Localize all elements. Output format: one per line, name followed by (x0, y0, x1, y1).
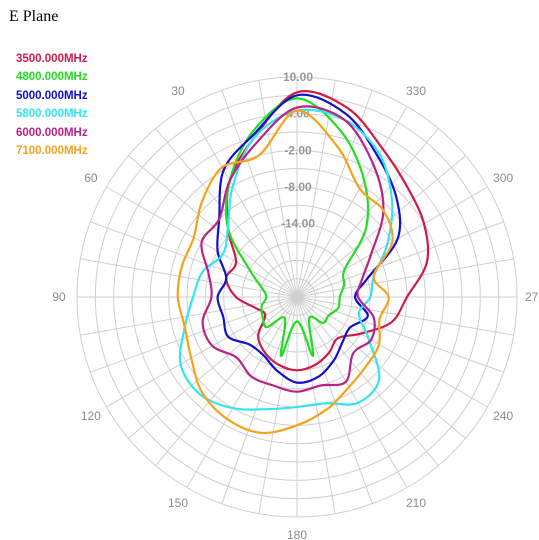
legend: 3500.000MHz 4800.000MHz 5000.000MHz 5800.00… (16, 50, 88, 160)
grid-spoke (296, 221, 504, 298)
angle-label: 330 (406, 84, 426, 98)
series-line-2 (216, 93, 402, 384)
angle-label: 150 (168, 496, 188, 510)
grid-spoke (80, 258, 298, 298)
grid-spoke (155, 296, 298, 466)
angle-label: 300 (493, 171, 513, 185)
r-tick-label: -2.00 (284, 143, 312, 157)
angle-label: 120 (81, 409, 101, 423)
legend-entry: 7100.000MHz (16, 145, 88, 158)
grid-spoke (90, 296, 298, 373)
angle-label: 240 (493, 409, 513, 423)
r-tick-label: -8.00 (284, 180, 312, 194)
angle-label: 270 (525, 290, 539, 304)
grid-spoke (296, 258, 514, 298)
legend-entry: 3500.000MHz (16, 53, 88, 65)
angle-label: 180 (287, 528, 307, 540)
angle-label: 90 (52, 290, 66, 304)
legend-entry: 4800.000MHz (16, 71, 88, 84)
legend-entry: 5800.000MHz (16, 108, 88, 121)
grid-spoke (221, 90, 298, 298)
angle-label: 30 (171, 84, 185, 98)
series-line-1 (224, 97, 370, 358)
grid-spoke (128, 296, 298, 439)
grid-spoke (296, 90, 373, 298)
angle-label: 210 (406, 496, 426, 510)
r-tick-label: -14.00 (281, 217, 315, 231)
grid-spoke (186, 106, 298, 298)
series-line-0 (225, 90, 430, 372)
grid-spoke (296, 296, 439, 466)
legend-entry: 6000.000MHz (16, 126, 88, 139)
grid-spoke (296, 296, 514, 336)
grid-spoke (186, 296, 298, 488)
series-line-3 (178, 108, 394, 411)
grid-spoke (80, 296, 298, 336)
grid-spoke (296, 296, 408, 488)
chart-title: E Plane (9, 8, 59, 25)
r-tick-label: 10.00 (283, 70, 313, 84)
grid-spoke (296, 106, 408, 298)
series-line-4 (200, 105, 385, 393)
grid-spoke (90, 221, 298, 298)
grid-spoke (296, 296, 504, 373)
legend-entry: 5000.000MHz (16, 89, 88, 102)
series-line-5 (176, 109, 394, 435)
angle-label: 60 (84, 171, 98, 185)
